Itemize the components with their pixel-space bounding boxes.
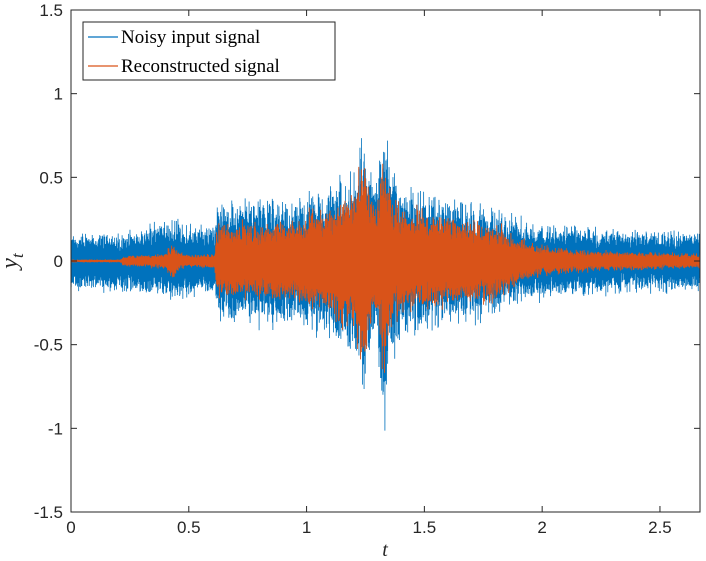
legend: Noisy input signal Reconstructed signal — [82, 21, 336, 81]
x-tick-label: 1.5 — [413, 518, 437, 537]
y-axis-label: yt — [0, 252, 27, 271]
y-tick-label: 1.5 — [39, 1, 63, 20]
y-tick-label: 0.5 — [39, 168, 63, 187]
x-tick-label: 1 — [302, 518, 311, 537]
x-tick-label: 2.5 — [648, 518, 672, 537]
y-tick-label: -1.5 — [34, 503, 63, 522]
x-tick-label: 0 — [66, 518, 75, 537]
y-tick-label: 0 — [54, 252, 63, 271]
legend-label-noisy: Noisy input signal — [121, 27, 260, 48]
ticks-layer: 0 0.5 1 1.5 2 2.5 1.5 1 0.5 0 -0.5 -1 -1.5 — [34, 1, 700, 537]
y-tick-label: -0.5 — [34, 336, 63, 355]
y-tick-label: -1 — [48, 419, 63, 438]
y-tick-label: 1 — [54, 85, 63, 104]
legend-box — [82, 21, 336, 81]
series-line-reconstructed — [70, 163, 701, 373]
x-tick-label: 2 — [537, 518, 546, 537]
x-tick-label: 0.5 — [177, 518, 201, 537]
x-axis-label: t — [382, 539, 388, 561]
legend-label-reconstructed: Reconstructed signal — [121, 56, 280, 77]
series-layer — [70, 138, 701, 431]
y-axis-label-sub: t — [8, 252, 27, 258]
y-axis-label-base: y — [0, 258, 23, 271]
